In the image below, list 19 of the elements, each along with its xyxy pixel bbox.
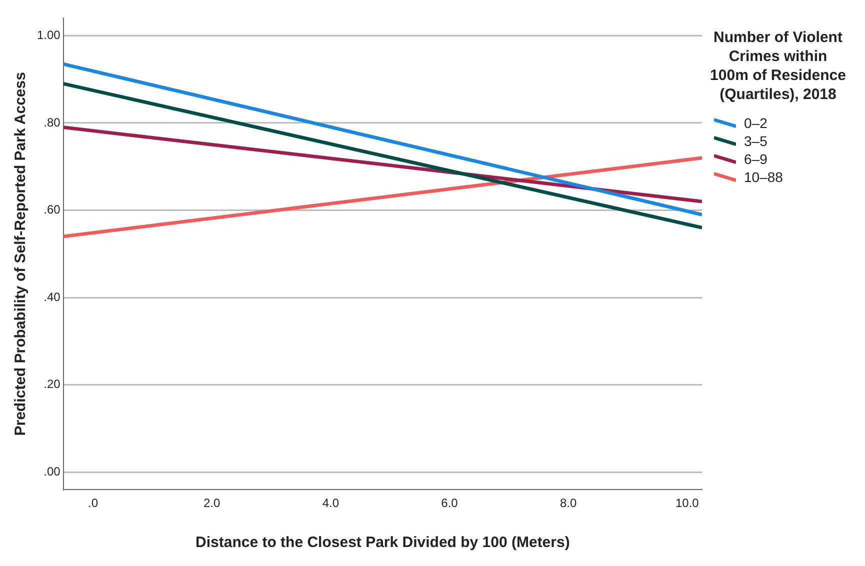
legend-label: 3–5: [744, 133, 768, 149]
x-tick-label: 8.0: [560, 496, 577, 510]
legend-label: 10–88: [744, 169, 783, 185]
legend-label: 6–9: [744, 151, 768, 167]
y-tick-label: .60: [44, 202, 61, 217]
y-axis-title: Predicted Probability of Self-Reported Park Access: [12, 72, 30, 436]
y-tick-label: .40: [44, 290, 61, 304]
x-tick-label: 10.0: [675, 496, 700, 510]
x-tick-label: 2.0: [204, 496, 221, 510]
x-tick-label: .0: [88, 496, 98, 510]
y-tick-label: .80: [44, 115, 61, 130]
y-tick-label: 1.00: [36, 28, 61, 42]
y-tick-label: .20: [44, 377, 61, 392]
x-tick-label: 4.0: [322, 496, 340, 510]
x-tick-label: 6.0: [441, 496, 458, 510]
y-tick-label: .00: [44, 464, 61, 478]
x-axis-title: Distance to the Closest Park Divided by 100 (Meters): [196, 534, 570, 552]
legend-title: Number of Violent Crimes within 100m of Residence (Quartiles), 2018: [709, 28, 847, 104]
legend-label: 0–2: [744, 115, 768, 131]
